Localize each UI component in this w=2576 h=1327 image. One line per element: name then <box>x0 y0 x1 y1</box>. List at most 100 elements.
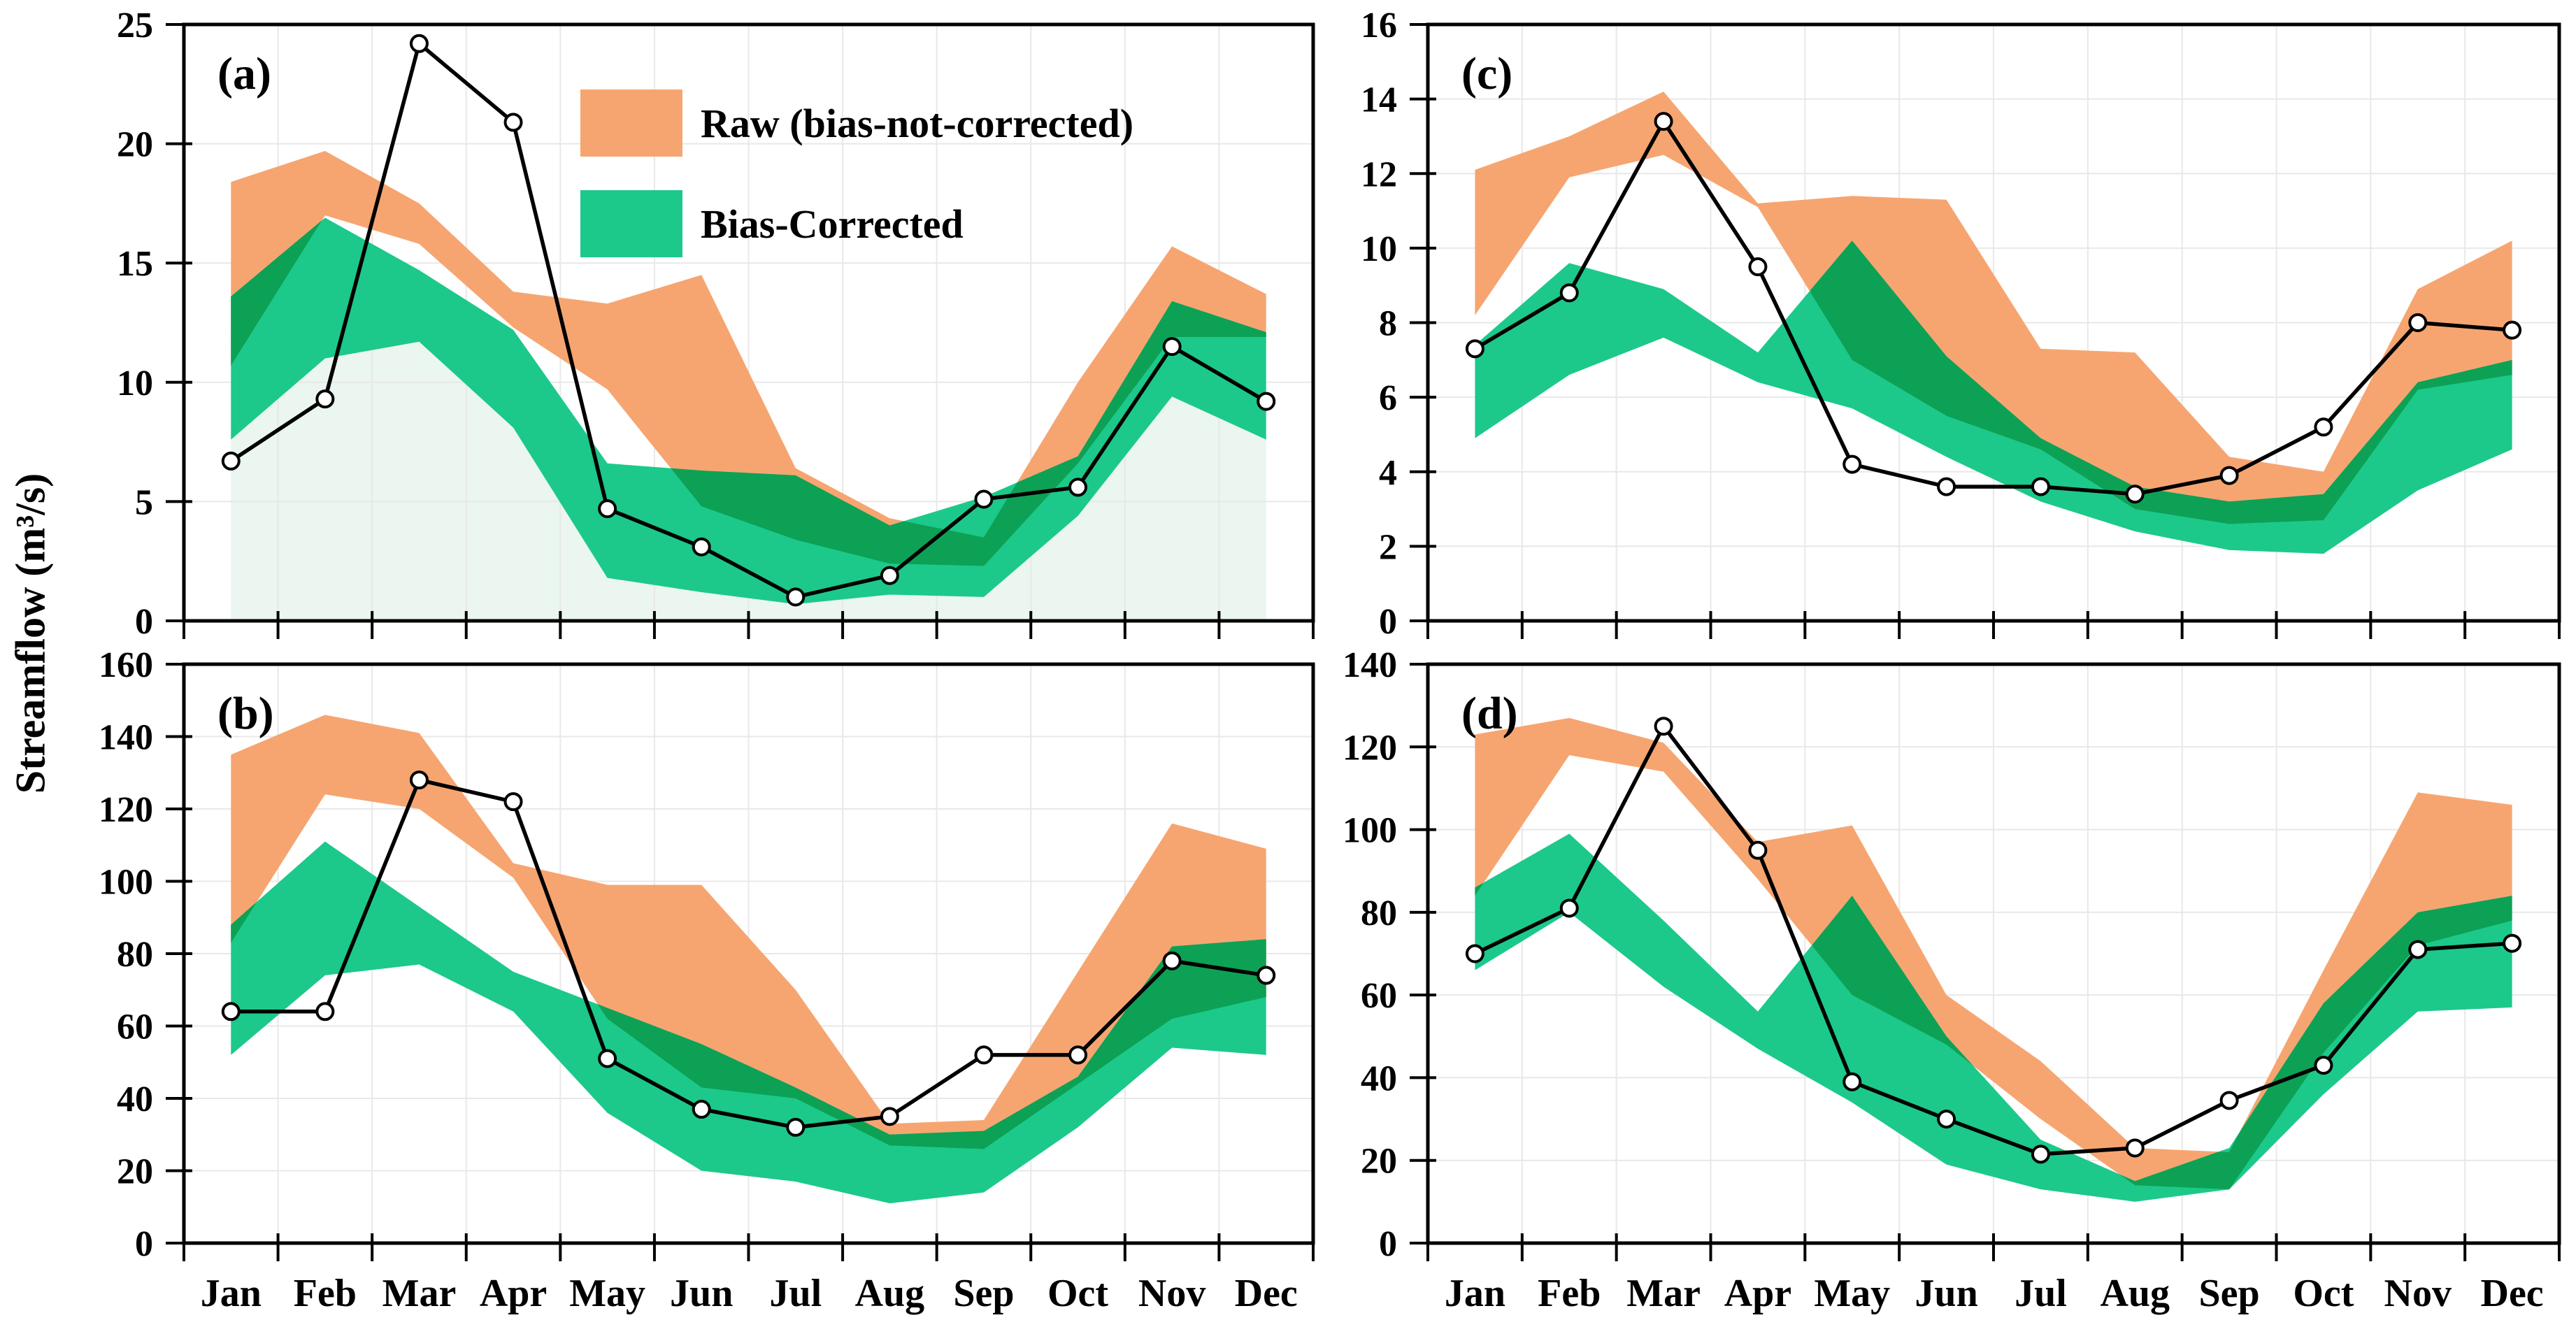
panel-d: 0 20 40 60 80 100 120 140 Jan Feb Mar Apr May Jun Jul A… <box>1343 645 2561 1315</box>
observed-marker <box>974 489 994 509</box>
under-fill-area <box>231 341 1266 621</box>
raw-band <box>1475 91 2512 524</box>
y-tick-label: 20 <box>1361 1142 1397 1182</box>
y-tick-label: 15 <box>117 244 153 284</box>
panel-b: 0 20 40 60 80 100 120 140 160 Jan Feb Mar Apr May Jun J… <box>99 645 1315 1315</box>
observed-marker <box>1842 454 1862 474</box>
observed-marker <box>692 1100 711 1119</box>
observed-marker <box>598 499 617 519</box>
y-tick-label: 100 <box>1343 811 1397 851</box>
panel-a: 0 5 10 15 20 25 (a) Raw (bias-not-corrected) Bia… <box>117 6 1315 642</box>
observed-marker <box>2125 1138 2145 1158</box>
observed-marker <box>221 1002 241 1021</box>
panel-label-c: (c) <box>1461 48 1512 99</box>
observed-marker <box>880 1107 899 1126</box>
y-tick-label: 0 <box>135 602 153 642</box>
y-tick-label: 60 <box>1361 976 1397 1016</box>
observed-marker <box>503 792 523 812</box>
month-label-may: May <box>569 1272 645 1315</box>
y-tick-label: 0 <box>1379 1224 1397 1264</box>
legend-swatch-bias <box>580 190 682 257</box>
observed-marker <box>221 451 241 471</box>
observed-marker <box>1654 112 1673 131</box>
month-label-mar: Mar <box>1626 1272 1701 1315</box>
y-tick-label: 0 <box>135 1224 153 1264</box>
y-tick-label: 25 <box>117 6 153 45</box>
y-tick-label: 16 <box>1361 6 1397 45</box>
observed-marker <box>1748 840 1768 860</box>
panel-label-a: (a) <box>217 48 271 99</box>
month-label-nov: Nov <box>2384 1272 2452 1315</box>
month-label-oct: Oct <box>2293 1272 2354 1315</box>
observed-marker <box>880 566 899 585</box>
raw-band <box>231 715 1266 1149</box>
panel-label-b: (b) <box>217 688 274 739</box>
month-label-feb: Feb <box>294 1272 357 1315</box>
observed-marker <box>1257 966 1276 985</box>
y-tick-label: 40 <box>117 1079 153 1119</box>
y-tick-label: 10 <box>117 364 153 403</box>
month-label-dec: Dec <box>1235 1272 1298 1315</box>
observed-marker <box>409 770 429 790</box>
month-label-dec: Dec <box>2481 1272 2544 1315</box>
observed-marker <box>1068 1045 1088 1065</box>
observed-marker <box>2125 485 2145 504</box>
y-tick-label: 60 <box>117 1007 153 1047</box>
observed-line <box>231 777 1267 1130</box>
y-tick-label: 0 <box>1379 602 1397 642</box>
legend-bias-label: Bias-Corrected <box>701 201 964 247</box>
legend: Raw (bias-not-corrected) Bias-Corrected <box>580 89 1133 257</box>
raw-band <box>1475 717 2512 1190</box>
panel-label-d: (d) <box>1461 688 1518 739</box>
observed-line <box>1474 119 2512 496</box>
observed-marker <box>2031 1145 2050 1164</box>
y-tick-label: 160 <box>99 645 153 685</box>
band-overlap <box>2119 896 2512 1190</box>
month-label-apr: Apr <box>480 1272 547 1315</box>
observed-marker <box>1257 392 1276 411</box>
month-label-oct: Oct <box>1047 1272 1108 1315</box>
month-label-jan: Jan <box>1445 1272 1505 1315</box>
y-tick-label: 6 <box>1379 378 1397 418</box>
observed-marker <box>503 113 523 132</box>
y-tick-label: 140 <box>1343 645 1397 685</box>
month-label-feb: Feb <box>1538 1272 1601 1315</box>
y-tick-label: 20 <box>117 1152 153 1192</box>
y-tick-label: 12 <box>1361 155 1397 194</box>
legend-swatch-raw <box>580 89 682 157</box>
bias-corrected-band <box>231 841 1266 1204</box>
observed-marker <box>1842 1072 1862 1091</box>
month-label-may: May <box>1814 1272 1890 1315</box>
y-tick-label: 120 <box>1343 728 1397 768</box>
observed-marker <box>1559 898 1579 918</box>
observed-marker <box>2031 477 2050 496</box>
month-label-jul: Jul <box>769 1272 822 1315</box>
observed-marker <box>2503 320 2522 340</box>
observed-marker <box>1937 1110 1956 1129</box>
y-tick-label: 140 <box>99 718 153 758</box>
observed-marker <box>2219 466 2239 485</box>
observed-marker <box>786 1117 806 1137</box>
band-overlap <box>1475 883 1483 896</box>
month-label-jun: Jun <box>670 1272 733 1315</box>
y-tick-label: 80 <box>1361 894 1397 933</box>
y-tick-label: 120 <box>99 790 153 830</box>
observed-marker <box>315 389 335 409</box>
observed-marker <box>1465 944 1484 963</box>
observed-marker <box>786 587 806 607</box>
month-label-apr: Apr <box>1724 1272 1791 1315</box>
y-tick-label: 20 <box>117 125 153 165</box>
observed-marker <box>1162 337 1182 357</box>
observed-marker <box>2503 933 2522 953</box>
month-label-jan: Jan <box>201 1272 262 1315</box>
observed-marker <box>409 34 429 53</box>
band-overlap <box>231 903 256 943</box>
month-label-sep: Sep <box>953 1272 1014 1315</box>
observed-line <box>229 41 1268 599</box>
y-tick-label: 2 <box>1379 527 1397 567</box>
observed-marker <box>2408 313 2428 332</box>
observed-marker <box>315 1002 335 1021</box>
observed-marker <box>692 537 711 557</box>
observed-marker <box>2408 940 2428 959</box>
